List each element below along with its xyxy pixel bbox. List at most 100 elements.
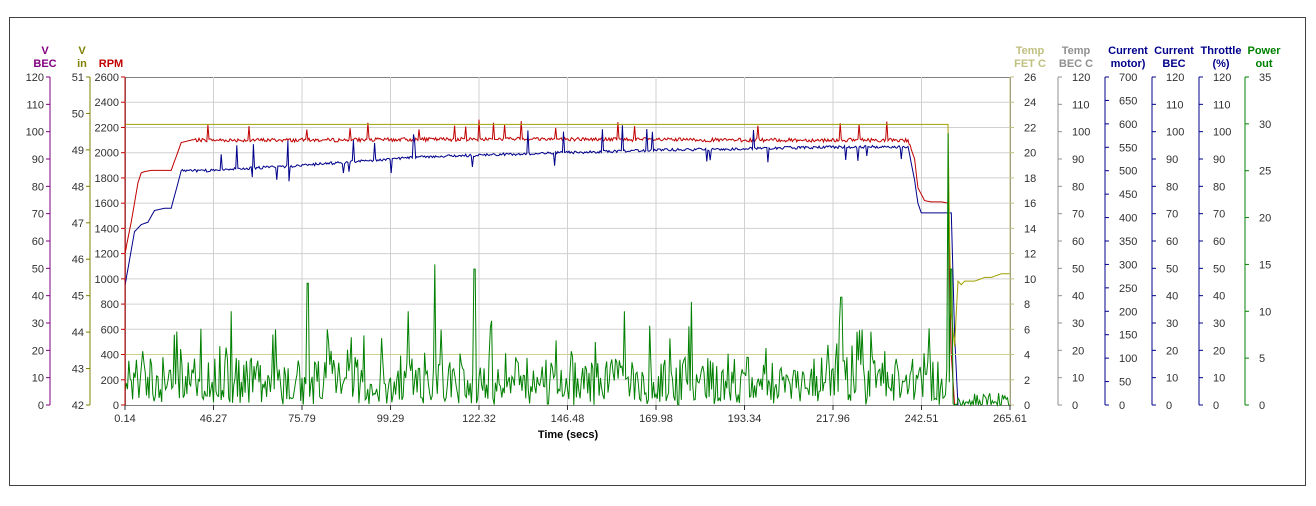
x-tick-label: 217.96 <box>816 413 850 425</box>
axis-tick-label: 70 <box>1166 209 1178 221</box>
axis-title: FET C <box>1014 58 1046 70</box>
axis-rpm: 0 200 400 600 800 1000 1200 1400 1600 1800 2000 220… <box>95 58 126 412</box>
axis-tick-label: 250 <box>1119 283 1137 295</box>
axis-tick-label: 90 <box>32 154 44 166</box>
axis-tick-label: 50 <box>72 108 84 120</box>
axis-tick-label: 40 <box>1166 291 1178 303</box>
axis-tick-label: 120 <box>26 72 44 84</box>
axis-tick-label: 0 <box>1213 400 1219 412</box>
x-tick-label: 0.14 <box>114 413 135 425</box>
series-layer <box>124 119 1010 407</box>
axis-tick-label: 90 <box>1213 154 1225 166</box>
axis-tick-label: 80 <box>1072 181 1084 193</box>
axis-tick-label: 18 <box>1024 173 1036 185</box>
axis-tick-label: 26 <box>1024 72 1036 84</box>
axis-tick-label: 30 <box>1072 318 1084 330</box>
axis-tick-label: 100 <box>1072 127 1090 139</box>
axis-tick-label: 2400 <box>95 97 119 109</box>
axis-tick-label: 120 <box>1213 72 1231 84</box>
axis-tick-label: 20 <box>32 345 44 357</box>
x-tick-label: 75.79 <box>288 413 316 425</box>
axis-title: RPM <box>99 58 123 70</box>
axis-tick-label: 90 <box>1072 154 1084 166</box>
axis-tick-label: 450 <box>1119 189 1137 201</box>
axis-tick-label: 2000 <box>95 148 119 160</box>
axis-tick-label: 150 <box>1119 330 1137 342</box>
axis-tick-label: 30 <box>1259 119 1271 131</box>
axis-tick-label: 100 <box>26 127 44 139</box>
x-axis-label: Time (secs) <box>538 429 599 441</box>
axis-tick-label: 44 <box>72 327 84 339</box>
axis-imotor: 0 50 100 150 200 250 300 350 400 450 500 550 600 650 7… <box>1104 45 1148 412</box>
axis-tick-label: 50 <box>1213 263 1225 275</box>
axis-tick-label: 14 <box>1024 223 1036 235</box>
axis-tick-label: 45 <box>72 291 84 303</box>
axis-title: BEC <box>33 58 56 70</box>
axis-tick-label: 1000 <box>95 274 119 286</box>
axis-tick-label: 47 <box>72 218 84 230</box>
axis-tick-label: 100 <box>1119 353 1137 365</box>
axis-tick-label: 350 <box>1119 236 1137 248</box>
axis-tick-label: 600 <box>1119 119 1137 131</box>
series-line-vin <box>125 123 1010 347</box>
x-tick-label: 242.51 <box>905 413 939 425</box>
axis-tick-label: 20 <box>1213 345 1225 357</box>
axis-tick-label: 20 <box>1072 345 1084 357</box>
axis-tick-label: 48 <box>72 181 84 193</box>
axis-tick-label: 12 <box>1024 249 1036 261</box>
axis-tick-label: 80 <box>1213 181 1225 193</box>
axis-title: Current <box>1154 45 1194 57</box>
axis-title: out <box>1255 58 1272 70</box>
axis-tick-label: 60 <box>32 236 44 248</box>
axis-tick-label: 650 <box>1119 95 1137 107</box>
axis-tick-label: 30 <box>1166 318 1178 330</box>
x-axis: 0.14 46.27 75.79 99.29 122.32 146.48 169.98 193… <box>114 405 1027 425</box>
axis-tick-label: 2 <box>1024 375 1030 387</box>
axis-tick-label: 50 <box>1072 263 1084 275</box>
axis-tick-label: 6 <box>1024 324 1030 336</box>
axis-title: V <box>41 45 49 57</box>
axis-tick-label: 110 <box>1166 99 1184 111</box>
axis-tick-label: 10 <box>1259 306 1271 318</box>
axis-tick-label: 110 <box>1072 99 1090 111</box>
x-tick-label: 169.98 <box>639 413 673 425</box>
axis-tick-label: 4 <box>1024 350 1030 362</box>
axis-title: in <box>77 58 87 70</box>
axis-tick-label: 70 <box>1213 209 1225 221</box>
axis-tick-label: 400 <box>101 350 119 362</box>
axis-tick-label: 80 <box>32 181 44 193</box>
axis-tick-label: 24 <box>1024 97 1036 109</box>
axis-tick-label: 49 <box>72 145 84 157</box>
axis-tick-label: 100 <box>1166 127 1184 139</box>
axis-tick-label: 43 <box>72 364 84 376</box>
series-line-pwr <box>124 133 1010 407</box>
axis-tick-label: 35 <box>1259 72 1271 84</box>
series-line-rpm <box>124 119 956 406</box>
axis-tick-label: 10 <box>1072 373 1084 385</box>
axis-tick-label: 42 <box>72 400 84 412</box>
axis-tick-label: 30 <box>1213 318 1225 330</box>
axis-tick-label: 20 <box>1259 213 1271 225</box>
axis-title: (%) <box>1212 58 1229 70</box>
series-line-imotor <box>124 125 959 406</box>
axis-tick-label: 110 <box>1213 99 1231 111</box>
axis-tick-label: 300 <box>1119 259 1137 271</box>
axis-tick-label: 10 <box>1213 373 1225 385</box>
axis-title: BEC C <box>1059 58 1093 70</box>
x-tick-label: 99.29 <box>377 413 405 425</box>
axis-tick-label: 60 <box>1213 236 1225 248</box>
axis-title: Temp <box>1062 45 1091 57</box>
axis-tick-label: 10 <box>1024 274 1036 286</box>
axis-tick-label: 0 <box>1072 400 1078 412</box>
axis-title: Power <box>1247 45 1281 57</box>
axis-title: Throttle <box>1201 45 1242 57</box>
axis-tick-label: 500 <box>1119 166 1137 178</box>
x-tick-label: 46.27 <box>200 413 228 425</box>
axis-tick-label: 1600 <box>95 198 119 210</box>
axis-title: BEC <box>1162 58 1185 70</box>
